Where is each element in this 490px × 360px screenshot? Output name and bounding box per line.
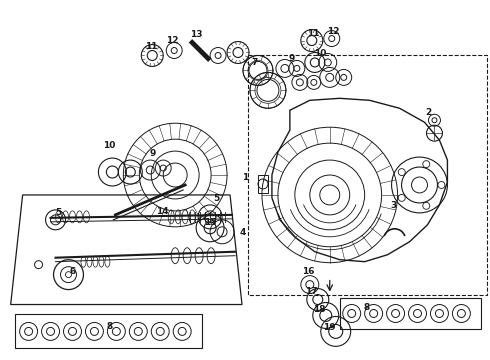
Text: 8: 8	[363, 303, 369, 312]
Text: 12: 12	[167, 36, 179, 45]
Bar	[248, 55, 488, 294]
Text: 9: 9	[289, 54, 295, 63]
Text: 10: 10	[314, 49, 326, 58]
Text: 1: 1	[242, 173, 248, 182]
Text: 11: 11	[145, 42, 157, 51]
Text: 17: 17	[305, 287, 318, 296]
Text: 8: 8	[106, 322, 112, 331]
Text: 13: 13	[190, 30, 202, 39]
Text: 19: 19	[323, 323, 335, 332]
Text: 3: 3	[391, 201, 397, 210]
Text: 2: 2	[426, 108, 432, 117]
Text: 4: 4	[240, 228, 246, 237]
Bar	[340, 298, 481, 329]
Text: 5: 5	[55, 208, 61, 217]
Bar	[15, 315, 202, 348]
Text: 18: 18	[313, 305, 325, 314]
Bar	[258, 175, 268, 193]
Text: 5: 5	[214, 194, 220, 203]
Text: 12: 12	[327, 27, 339, 36]
Text: 14: 14	[156, 207, 168, 216]
Text: 11: 11	[307, 29, 319, 38]
Text: 9: 9	[150, 149, 156, 158]
Text: 10: 10	[103, 141, 115, 150]
Text: 7: 7	[251, 58, 258, 67]
Text: 15: 15	[203, 218, 216, 227]
Text: 16: 16	[302, 267, 314, 276]
Text: 6: 6	[70, 267, 76, 276]
